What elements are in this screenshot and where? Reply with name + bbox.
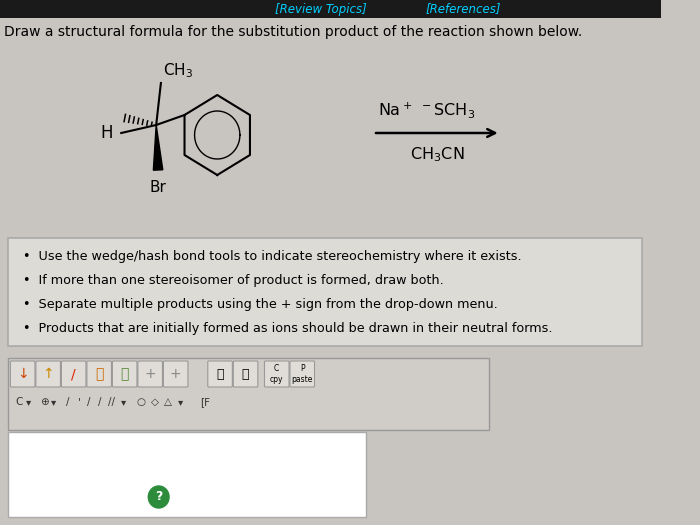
Text: ▾: ▾ bbox=[178, 397, 183, 407]
Bar bbox=[8, 358, 489, 430]
FancyBboxPatch shape bbox=[62, 361, 86, 387]
Text: ◇: ◇ bbox=[151, 397, 159, 407]
Text: +: + bbox=[144, 367, 156, 381]
FancyBboxPatch shape bbox=[163, 361, 188, 387]
Text: //: // bbox=[108, 397, 115, 407]
Text: /: / bbox=[87, 397, 90, 407]
Text: CH$_3$CN: CH$_3$CN bbox=[410, 145, 464, 164]
Text: △: △ bbox=[164, 397, 172, 407]
Polygon shape bbox=[153, 125, 163, 170]
Text: ⊕: ⊕ bbox=[40, 397, 48, 407]
Text: [References]: [References] bbox=[425, 3, 500, 16]
Bar bbox=[8, 432, 367, 517]
Text: /: / bbox=[66, 397, 69, 407]
Text: •  Separate multiple products using the + sign from the drop-down menu.: • Separate multiple products using the +… bbox=[22, 298, 498, 311]
Text: H: H bbox=[100, 124, 113, 142]
Text: /: / bbox=[71, 367, 76, 381]
Text: Na$^+$ $^-$SCH$_3$: Na$^+$ $^-$SCH$_3$ bbox=[378, 100, 475, 120]
Text: ↑: ↑ bbox=[43, 367, 54, 381]
Text: •  Use the wedge/hash bond tools to indicate stereochemistry where it exists.: • Use the wedge/hash bond tools to indic… bbox=[22, 250, 522, 263]
Bar bbox=[0, 0, 661, 18]
Text: ▾: ▾ bbox=[121, 397, 126, 407]
Text: ▾: ▾ bbox=[51, 397, 56, 407]
Text: [F: [F bbox=[200, 397, 210, 407]
Text: +: + bbox=[170, 367, 181, 381]
Text: P
paste: P paste bbox=[292, 364, 313, 384]
Text: CH$_3$: CH$_3$ bbox=[163, 61, 193, 80]
FancyBboxPatch shape bbox=[113, 361, 137, 387]
Text: ⌒: ⌒ bbox=[120, 367, 129, 381]
Text: 🔍: 🔍 bbox=[216, 368, 224, 381]
Text: ↓: ↓ bbox=[17, 367, 29, 381]
Text: [Review Topics]: [Review Topics] bbox=[275, 3, 367, 16]
Text: /: / bbox=[98, 397, 102, 407]
Text: Br: Br bbox=[150, 180, 167, 195]
Circle shape bbox=[148, 486, 169, 508]
FancyBboxPatch shape bbox=[233, 361, 258, 387]
Text: •  Products that are initially formed as ions should be drawn in their neutral f: • Products that are initially formed as … bbox=[22, 322, 552, 335]
Text: •  If more than one stereoisomer of product is formed, draw both.: • If more than one stereoisomer of produ… bbox=[22, 274, 443, 287]
Text: ○: ○ bbox=[137, 397, 146, 407]
Text: C: C bbox=[15, 397, 22, 407]
FancyBboxPatch shape bbox=[87, 361, 111, 387]
Text: ': ' bbox=[78, 397, 81, 407]
Text: 🔍: 🔍 bbox=[241, 368, 249, 381]
FancyBboxPatch shape bbox=[10, 361, 35, 387]
FancyBboxPatch shape bbox=[36, 361, 60, 387]
Bar bbox=[8, 238, 643, 346]
Text: ▾: ▾ bbox=[27, 397, 31, 407]
Text: Draw a structural formula for the substitution product of the reaction shown bel: Draw a structural formula for the substi… bbox=[4, 25, 582, 39]
Text: ⌒: ⌒ bbox=[95, 367, 104, 381]
Text: C
cpy: C cpy bbox=[270, 364, 284, 384]
Text: ?: ? bbox=[155, 490, 162, 503]
FancyBboxPatch shape bbox=[208, 361, 232, 387]
FancyBboxPatch shape bbox=[290, 361, 314, 387]
FancyBboxPatch shape bbox=[138, 361, 162, 387]
FancyBboxPatch shape bbox=[265, 361, 289, 387]
